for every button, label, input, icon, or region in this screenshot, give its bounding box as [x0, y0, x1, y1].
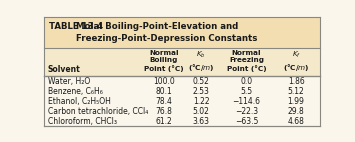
Text: 29.8: 29.8 [288, 107, 305, 116]
Text: TABLE 13.4: TABLE 13.4 [49, 22, 103, 31]
Text: Normal
Boiling
Point (°C): Normal Boiling Point (°C) [144, 50, 184, 72]
Text: Water, H₂O: Water, H₂O [48, 77, 90, 86]
Text: 2.53: 2.53 [193, 87, 210, 96]
Text: −63.5: −63.5 [235, 117, 258, 126]
Bar [44, 106, 320, 116]
Text: 5.12: 5.12 [288, 87, 305, 96]
Bar [44, 96, 320, 106]
Bar [44, 86, 320, 96]
Text: −22.3: −22.3 [235, 107, 258, 116]
Text: Molal Boiling-Point-Elevation and
Freezing-Point-Depression Constants: Molal Boiling-Point-Elevation and Freezi… [76, 22, 257, 43]
Text: 3.63: 3.63 [193, 117, 210, 126]
Text: Normal
Freezing
Point (°C): Normal Freezing Point (°C) [227, 50, 266, 72]
Bar [44, 76, 320, 86]
Text: 100.0: 100.0 [153, 77, 175, 86]
Bar [44, 17, 320, 48]
Text: 78.4: 78.4 [155, 97, 173, 106]
Text: Ethanol, C₂H₅OH: Ethanol, C₂H₅OH [48, 97, 110, 106]
Text: 4.68: 4.68 [288, 117, 305, 126]
Text: Benzene, C₆H₆: Benzene, C₆H₆ [48, 87, 103, 96]
Text: 76.8: 76.8 [155, 107, 173, 116]
Text: 1.99: 1.99 [288, 97, 305, 106]
Bar [44, 48, 320, 76]
Text: 80.1: 80.1 [156, 87, 173, 96]
Text: 5.5: 5.5 [241, 87, 253, 96]
Text: 61.2: 61.2 [156, 117, 173, 126]
Text: 1.22: 1.22 [193, 97, 209, 106]
Text: Chloroform, CHCl₃: Chloroform, CHCl₃ [48, 117, 117, 126]
Text: 5.02: 5.02 [193, 107, 210, 116]
Text: $K_f$
(°C/$m$): $K_f$ (°C/$m$) [283, 50, 310, 73]
Text: 0.52: 0.52 [193, 77, 210, 86]
Text: Solvent: Solvent [48, 65, 81, 74]
Text: −114.6: −114.6 [233, 97, 261, 106]
Text: Carbon tetrachloride, CCl₄: Carbon tetrachloride, CCl₄ [48, 107, 148, 116]
Text: 1.86: 1.86 [288, 77, 305, 86]
Text: $K_b$
(°C/$m$): $K_b$ (°C/$m$) [188, 50, 214, 73]
Bar [44, 116, 320, 126]
Text: 0.0: 0.0 [241, 77, 253, 86]
